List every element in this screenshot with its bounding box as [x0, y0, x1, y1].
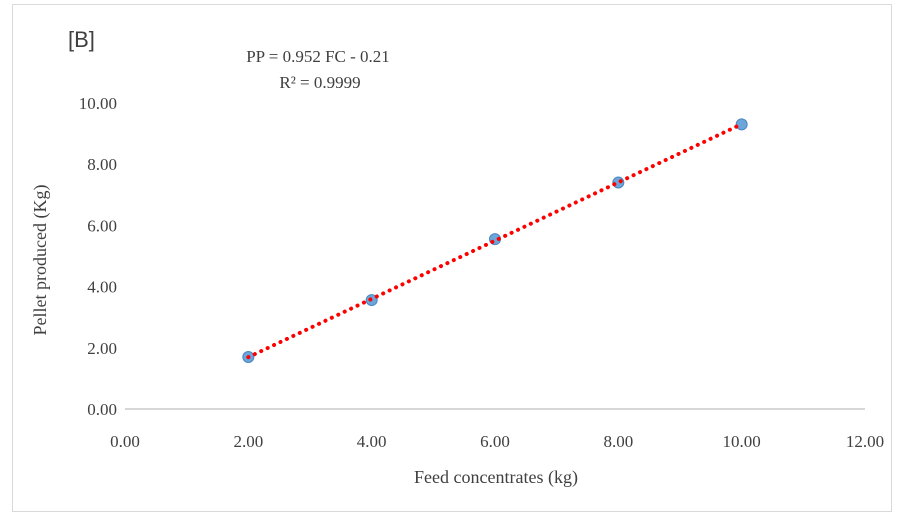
- data-point: [735, 118, 748, 131]
- x-tick-label: 4.00: [357, 432, 387, 451]
- x-tick-label: 2.00: [233, 432, 263, 451]
- x-tick-label: 8.00: [603, 432, 633, 451]
- x-tick-label: 12.00: [846, 432, 884, 451]
- chart-svg: 0.00 2.00 4.00 6.00 8.00 10.00 12.00 0.00 2.00 4…: [30, 27, 884, 488]
- y-tick-label: 6.00: [87, 216, 117, 235]
- x-tick-labels: 0.00 2.00 4.00 6.00 8.00 10.00 12.00: [110, 432, 884, 451]
- y-tick-label: 2.00: [87, 339, 117, 358]
- y-tick-label: 10.00: [79, 94, 117, 113]
- x-tick-label: 6.00: [480, 432, 510, 451]
- chart-area: 0.00 2.00 4.00 6.00 8.00 10.00 12.00 0.00 2.00 4…: [12, 4, 892, 512]
- y-tick-labels: 0.00 2.00 4.00 6.00 8.00 10.00: [79, 94, 117, 419]
- y-axis-title: Pellet produced (Kg): [30, 185, 51, 336]
- x-tick-label: 0.00: [110, 432, 140, 451]
- y-tick-label: 8.00: [87, 155, 117, 174]
- trendline: [246, 122, 744, 360]
- trendline-layer: [246, 122, 744, 360]
- y-tick-label: 0.00: [87, 400, 117, 419]
- panel-label: [B]: [68, 27, 95, 52]
- x-axis-title: Feed concentrates (kg): [414, 467, 578, 488]
- r-squared-label: R² = 0.9999: [279, 73, 360, 92]
- y-tick-label: 4.00: [87, 278, 117, 297]
- trendline-equation: PP = 0.952 FC - 0.21: [246, 47, 390, 66]
- x-tick-label: 10.00: [723, 432, 761, 451]
